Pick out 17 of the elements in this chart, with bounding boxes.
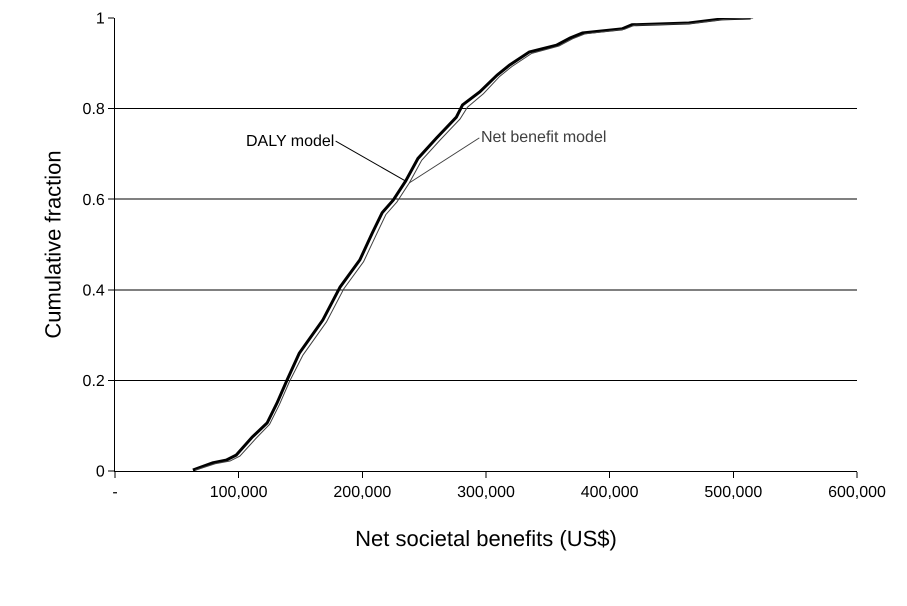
x-axis-title: Net societal benefits (US$): [355, 526, 617, 552]
y-tick-label: 0.4: [82, 282, 105, 300]
y-tick-label: 0.2: [82, 373, 105, 390]
x-tick-label: 500,000: [704, 484, 762, 502]
x-tick-label: -: [112, 484, 118, 502]
y-axis-title: Cumulative fraction: [40, 150, 66, 339]
x-tick-label: 300,000: [457, 484, 516, 502]
x-tick-label: 200,000: [333, 484, 392, 502]
series-label: Net benefit model: [481, 129, 606, 146]
x-tick-label: 400,000: [580, 484, 639, 502]
y-tick-label: 0.6: [82, 192, 105, 209]
x-tick-label: 600,000: [828, 484, 886, 502]
text: DALY model: [246, 133, 334, 150]
y-tick-label: 0.8: [82, 101, 105, 118]
y-tick-label: 0: [96, 464, 105, 481]
y-tick-label: 1: [96, 10, 105, 28]
x-tick-label: 100,000: [210, 484, 268, 502]
